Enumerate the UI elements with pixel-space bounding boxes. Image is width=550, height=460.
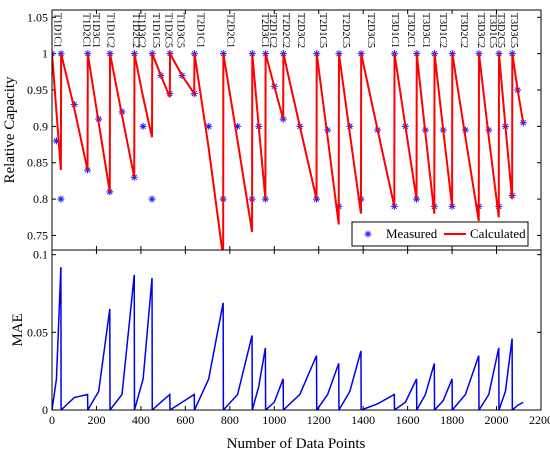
legend-label: Measured [386,226,438,241]
segment-label: T3D2C2 [458,13,469,48]
x-tick-label: 800 [221,413,239,427]
x-tick-label: 1800 [440,413,464,427]
marker [57,195,65,203]
segment-label: T1D2C5 [163,13,174,48]
y-tick-label: 0.1 [33,248,48,262]
y-tick-label: 0.9 [33,119,48,133]
series-line [52,49,525,250]
segment-label: T3D3C2 [475,13,486,48]
x-tick-label: 0 [49,413,55,427]
y-tick-label: 0.05 [27,325,48,339]
plot-area [52,49,527,250]
y-tick-label: 0.85 [27,156,48,170]
x-tick-label: 1400 [351,413,375,427]
y-axis-label: MAE [10,313,26,346]
y-tick-label: 1.05 [27,10,48,24]
marker [461,126,469,134]
marker [234,122,242,130]
y-tick-label: 0 [42,403,48,417]
segment-label: T3D3C5 [508,13,519,48]
segment-label: T1D3C1 [90,13,101,48]
legend-label: Calculated [470,226,526,241]
segment-label: T3D3C1 [420,13,431,48]
marker [139,122,147,130]
x-tick-label: 400 [132,413,150,427]
x-tick-label: 2000 [485,413,509,427]
series-line [52,267,524,410]
segment-label: T3D1C1 [389,13,400,48]
x-axis-label: Number of Data Points [227,436,366,452]
x-tick-label: 2200 [529,413,550,427]
segment-label: T2D3C2 [295,13,306,48]
segment-label: T2D2C1 [225,13,236,48]
segment-label: T2D1C1 [195,13,206,48]
y-tick-label: 0.8 [33,192,48,206]
segment-label: T2D2C5 [340,13,351,48]
segment-label: T2D1C2 [267,13,278,48]
segment-label: T1D3C2 [136,13,147,48]
segment-label: T2D3C1 [259,13,270,48]
y-tick-label: 1 [42,47,48,61]
x-tick-label: 600 [176,413,194,427]
segment-label: T1D2C1 [81,13,92,48]
segment-label: T3D1C2 [437,13,448,48]
x-tick-label: 1200 [307,413,331,427]
segment-label: T3D1C5 [487,13,498,48]
x-tick-label: 1600 [396,413,420,427]
segment-label: T2D1C5 [317,13,328,48]
segment-label: T2D3C5 [365,13,376,48]
x-tick-label: 1000 [262,413,286,427]
segment-label: T3D2C1 [405,13,416,48]
legend-marker [364,230,372,238]
x-tick-label: 200 [87,413,105,427]
segment-label: T1D3C5 [175,13,186,48]
y-axis-label: Relative Capacity [2,76,18,184]
segment-label: T1D1C1 [52,13,63,48]
axes-frame [51,249,542,411]
legend-box [351,221,529,247]
y-tick-label: 0.95 [27,83,48,97]
segment-label: T1D1C5 [150,13,161,48]
marker [148,195,156,203]
segment-label: T1D1C2 [105,13,116,48]
marker [52,137,60,145]
segment-label: T3D2C5 [495,13,506,48]
segment-label: T1D2C2 [130,13,141,48]
marker [205,122,213,130]
segment-label: T2D2C2 [280,13,291,48]
y-tick-label: 0.75 [27,228,48,242]
plot-area [52,267,524,410]
